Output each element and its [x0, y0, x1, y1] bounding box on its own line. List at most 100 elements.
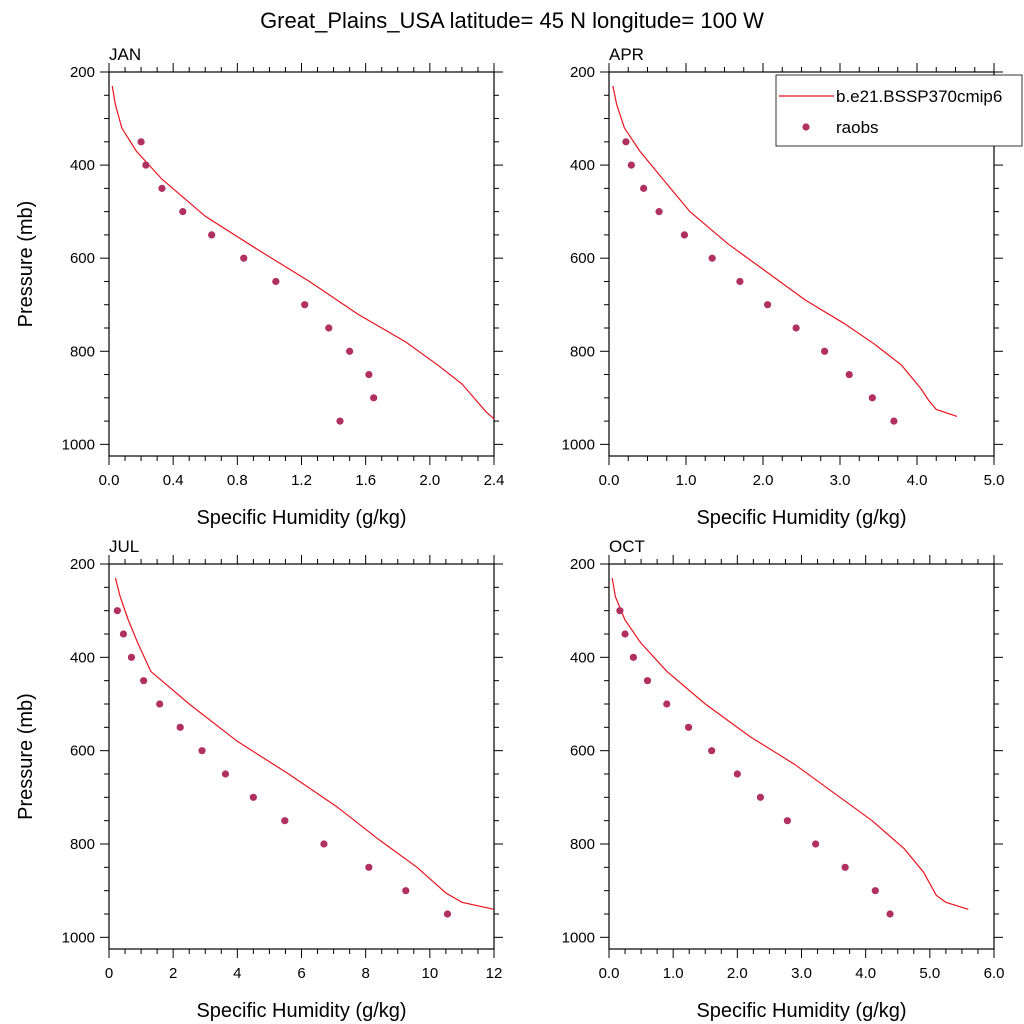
x-tick-label: 5.0 — [984, 472, 1005, 489]
data-point-raobs — [871, 887, 879, 895]
figure-title: Great_Plains_USA latitude= 45 N longitud… — [260, 8, 764, 33]
data-point-raobs — [127, 653, 136, 661]
ticks — [600, 63, 1003, 465]
data-point-raobs — [346, 347, 354, 355]
panel-label: JUL — [109, 537, 139, 556]
data-point-raobs — [622, 138, 630, 146]
y-tick-label: 400 — [570, 649, 595, 666]
x-tick-label: 3.0 — [791, 965, 812, 982]
data-point-raobs — [841, 863, 849, 871]
panel-oct: OCT 0.0 1.0 2.0 3.0 4.0 5.0 6.0 200 400 600 800 1000… — [562, 537, 1005, 1022]
data-point-raobs — [221, 770, 230, 778]
data-point-raobs — [179, 208, 187, 216]
data-point-raobs — [733, 770, 741, 778]
data-point-raobs — [655, 208, 663, 216]
y-tick-label: 600 — [70, 743, 95, 760]
x-tick-label: 1.0 — [676, 472, 697, 489]
data-point-raobs — [616, 607, 624, 615]
panel-jul: JUL 0 2 4 6 8 10 12 200 400 600 800 1000 Specific Hum… — [15, 537, 503, 1022]
data-point-raobs — [336, 417, 344, 425]
y-tick-label: 1000 — [562, 929, 595, 946]
y-tick-label: 200 — [570, 556, 595, 573]
x-tick-label: 2 — [169, 965, 177, 982]
data-point-raobs — [783, 817, 791, 825]
panel-label: JAN — [109, 45, 141, 64]
y-tick-label: 200 — [70, 64, 95, 81]
y-tick-label: 800 — [570, 836, 595, 853]
x-tick-label: 0.0 — [99, 472, 120, 489]
series-line-model — [611, 577, 969, 910]
data-point-raobs — [643, 677, 652, 685]
data-point-raobs — [886, 910, 894, 918]
y-tick-label: 800 — [70, 836, 95, 853]
data-point-raobs — [119, 630, 128, 638]
data-point-raobs — [370, 394, 378, 402]
y-tick-label: 600 — [570, 743, 595, 760]
x-tick-label: 6.0 — [984, 965, 1005, 982]
y-axis-title: Pressure (mb) — [15, 201, 37, 328]
y-tick-label: 200 — [570, 64, 595, 81]
x-tick-label: 0.4 — [163, 472, 184, 489]
data-point-raobs — [764, 301, 772, 309]
x-axis-title: Specific Humidity (g/kg) — [196, 507, 406, 529]
plot-frame — [108, 71, 495, 457]
legend-label-model: b.e21.BSSP370cmip6 — [836, 87, 1002, 106]
data-point-raobs — [868, 394, 876, 402]
y-tick-label: 200 — [70, 556, 95, 573]
data-point-raobs — [140, 677, 148, 685]
data-point-raobs — [281, 817, 289, 825]
panel-label: OCT — [609, 537, 645, 556]
data-point-raobs — [821, 347, 829, 355]
x-tick-label: 2.0 — [419, 472, 440, 489]
data-point-raobs — [272, 277, 280, 286]
data-point-raobs — [113, 607, 121, 615]
y-tick-label: 400 — [570, 157, 595, 174]
x-tick-label: 1.6 — [355, 472, 376, 489]
data-point-raobs — [156, 700, 164, 708]
panel-apr: APR 0.0 1.0 2.0 3.0 4.0 5.0 200 400 600 800 1000 Spe… — [562, 45, 1005, 529]
x-tick-label: 4 — [233, 965, 241, 982]
y-tick-label: 800 — [570, 343, 595, 360]
data-point-raobs — [708, 747, 716, 755]
x-tick-label: 0.8 — [227, 472, 248, 489]
data-point-raobs — [890, 417, 898, 425]
data-point-raobs — [792, 324, 800, 332]
data-point-raobs — [402, 887, 410, 895]
data-point-raobs — [443, 910, 452, 918]
data-point-raobs — [812, 840, 820, 848]
x-axis-title: Specific Humidity (g/kg) — [696, 507, 906, 529]
y-tick-label: 600 — [570, 250, 595, 267]
data-point-raobs — [365, 863, 373, 871]
x-tick-label: 0 — [105, 965, 113, 982]
data-point-raobs — [684, 723, 693, 731]
series-line-model — [114, 577, 495, 910]
plot-frame — [608, 563, 995, 950]
y-tick-label: 400 — [70, 649, 95, 666]
series-line-model — [111, 85, 495, 420]
x-tick-label: 2.0 — [727, 965, 748, 982]
data-point-raobs — [320, 840, 328, 848]
x-tick-label: 4.0 — [855, 965, 876, 982]
x-tick-label: 8 — [361, 965, 369, 982]
x-tick-label: 3.0 — [830, 472, 851, 489]
y-tick-label: 800 — [70, 343, 95, 360]
data-point-raobs — [365, 370, 373, 379]
data-point-raobs — [845, 370, 853, 379]
x-tick-label: 5.0 — [919, 965, 940, 982]
x-tick-label: 10 — [421, 965, 438, 982]
data-point-raobs — [736, 277, 744, 286]
x-axis-title: Specific Humidity (g/kg) — [696, 1000, 906, 1022]
y-tick-label: 1000 — [62, 929, 95, 946]
y-tick-label: 1000 — [562, 436, 595, 453]
y-axis-title: Pressure (mb) — [15, 693, 37, 820]
y-tick-label: 600 — [70, 250, 95, 267]
data-point-raobs — [680, 231, 689, 239]
ticks — [100, 63, 503, 465]
legend-label-raobs: raobs — [836, 118, 879, 137]
legend: b.e21.BSSP370cmip6 raobs — [775, 74, 1023, 147]
data-point-raobs — [158, 184, 166, 192]
panel-label: APR — [609, 45, 644, 64]
data-point-raobs — [301, 301, 309, 309]
